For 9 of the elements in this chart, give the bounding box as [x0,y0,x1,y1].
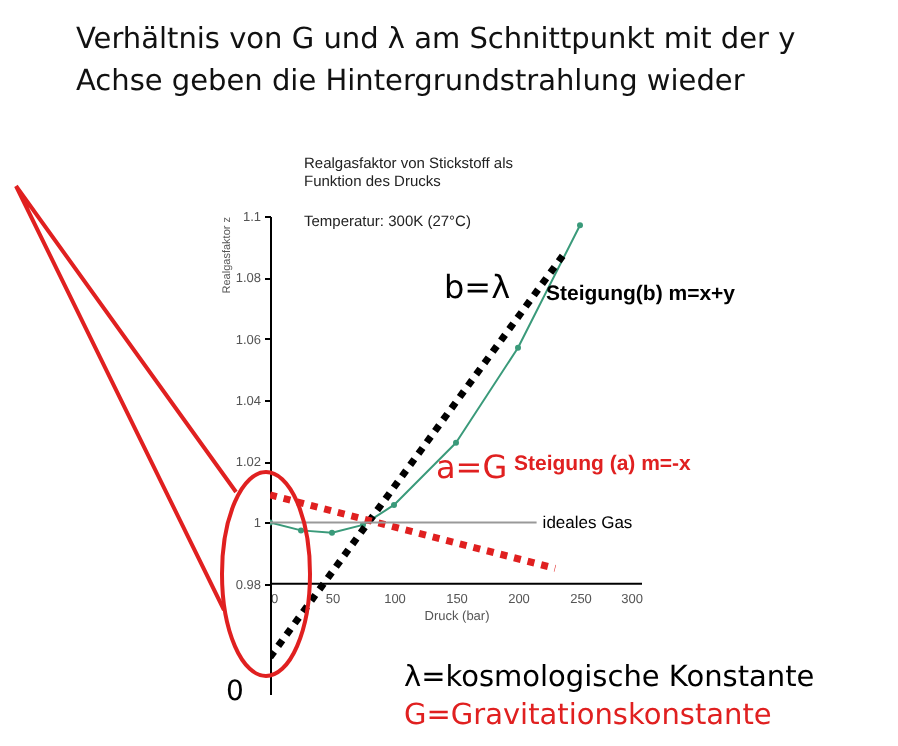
annotation: Steigung (a) m=-x [514,452,691,477]
text: G=Gravitationskonstante [404,700,772,734]
series-label: ideales Gas [542,512,633,533]
annotation: λ=kosmologische Konstante [404,662,815,696]
chart-title: Verhältnis von G und λ am Schnittpunkt mit der y Achse geben die Hintergrundstrahlung wieder [76,22,798,102]
annotation: b=λ [444,268,511,307]
annotation: Steigung(b) m=x+y [546,282,736,307]
annotation: a=G [436,448,508,487]
text: 0 [226,676,244,709]
